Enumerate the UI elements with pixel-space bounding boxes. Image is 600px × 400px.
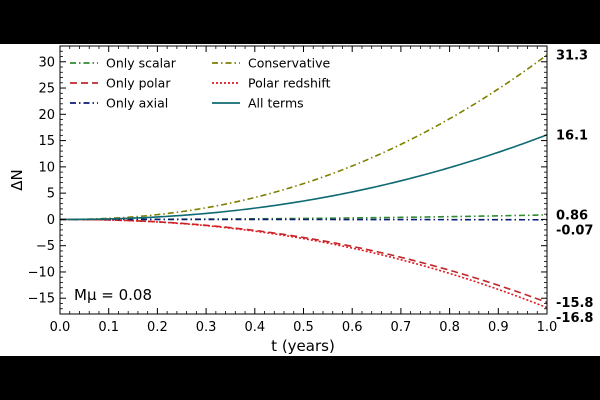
annotation-mass-coupling: Mμ = 0.08 — [74, 286, 152, 304]
plot-area — [60, 46, 547, 314]
series-line-all-terms — [60, 134, 548, 221]
end-value-label-only-polar: -15.8 — [556, 296, 593, 311]
figure-frame: 0.0 0.1 0.2 0.3 0.4 0.5 0.6 0.7 0.8 0.9 1.0 −15 −10… — [0, 44, 600, 356]
y-tick-label: 25 — [38, 82, 55, 97]
end-value-label-polar-redshift: -16.8 — [556, 311, 593, 326]
end-value-label-all-terms: 16.1 — [556, 128, 588, 143]
legend-label-all-terms: All terms — [248, 96, 304, 111]
end-labels: 31.3 16.1 0.86-0.07 -15.8-16.8 — [556, 48, 593, 326]
x-tick-label: 0.3 — [196, 320, 217, 335]
end-value-label-only-scalar: 0.86 — [556, 208, 588, 223]
x-tick-label: 0.4 — [244, 320, 265, 335]
legend-label-only-axial: Only axial — [106, 96, 168, 111]
y-tick-label: −5 — [36, 239, 55, 254]
line-chart: 0.0 0.1 0.2 0.3 0.4 0.5 0.6 0.7 0.8 0.9 1.0 −15 −10… — [8, 45, 593, 355]
x-axis-label: t (years) — [271, 337, 335, 355]
series-layer — [60, 54, 548, 309]
x-tick-label: 0.9 — [488, 320, 509, 335]
end-value-label-conservative: 31.3 — [556, 48, 588, 63]
x-tick-label: 0.5 — [293, 320, 314, 335]
y-tick-label: 15 — [38, 134, 55, 149]
end-value-label-only-axial: -0.07 — [556, 223, 593, 238]
y-tick-label: 5 — [47, 187, 55, 202]
x-ticks: 0.0 0.1 0.2 0.3 0.4 0.5 0.6 0.7 0.8 0.9 1.0 — [50, 46, 558, 335]
y-tick-label: 0 — [47, 213, 55, 228]
y-tick-label: −10 — [28, 265, 55, 280]
x-tick-label: 0.0 — [50, 320, 71, 335]
y-tick-label: 20 — [38, 108, 55, 123]
x-tick-label: 0.6 — [342, 320, 363, 335]
x-tick-label: 1.0 — [537, 320, 558, 335]
series-line-conservative — [60, 54, 548, 221]
plot-border — [59, 45, 548, 315]
series-line-polar-redshift — [60, 218, 548, 309]
y-axis-label: ΔN — [8, 169, 26, 190]
y-tick-label: 30 — [38, 55, 55, 70]
legend-label-only-polar: Only polar — [106, 76, 171, 91]
x-tick-label: 0.1 — [98, 320, 119, 335]
legend: Only scalar Only polar Only axial Conservat… — [70, 56, 331, 111]
y-tick-label: 10 — [38, 160, 55, 175]
legend-label-polar-redshift: Polar redshift — [248, 76, 331, 91]
x-tick-label: 0.7 — [391, 320, 412, 335]
x-tick-label: 0.2 — [147, 320, 168, 335]
legend-label-only-scalar: Only scalar — [106, 56, 177, 71]
x-tick-label: 0.8 — [439, 320, 460, 335]
legend-label-conservative: Conservative — [248, 56, 330, 71]
y-tick-label: −15 — [28, 292, 55, 307]
